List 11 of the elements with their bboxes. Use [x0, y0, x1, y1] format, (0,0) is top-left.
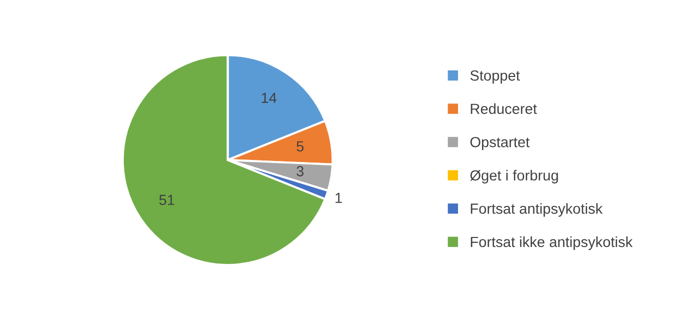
- legend-label: Opstartet: [470, 136, 530, 150]
- legend-label: Stoppet: [470, 70, 520, 84]
- data-label: 14: [262, 92, 277, 103]
- data-label: 5: [296, 141, 304, 152]
- data-label: 1: [336, 192, 342, 203]
- legend-label: Fortsat antipsykotisk: [470, 203, 603, 217]
- data-label: 3: [296, 166, 304, 176]
- legend-label: Øget i forbrug: [470, 170, 558, 184]
- legend-label: Fortsat ikke antipsykotisk: [470, 236, 633, 250]
- data-label: 51: [159, 194, 174, 206]
- legend-label: Reduceret: [470, 103, 537, 114]
